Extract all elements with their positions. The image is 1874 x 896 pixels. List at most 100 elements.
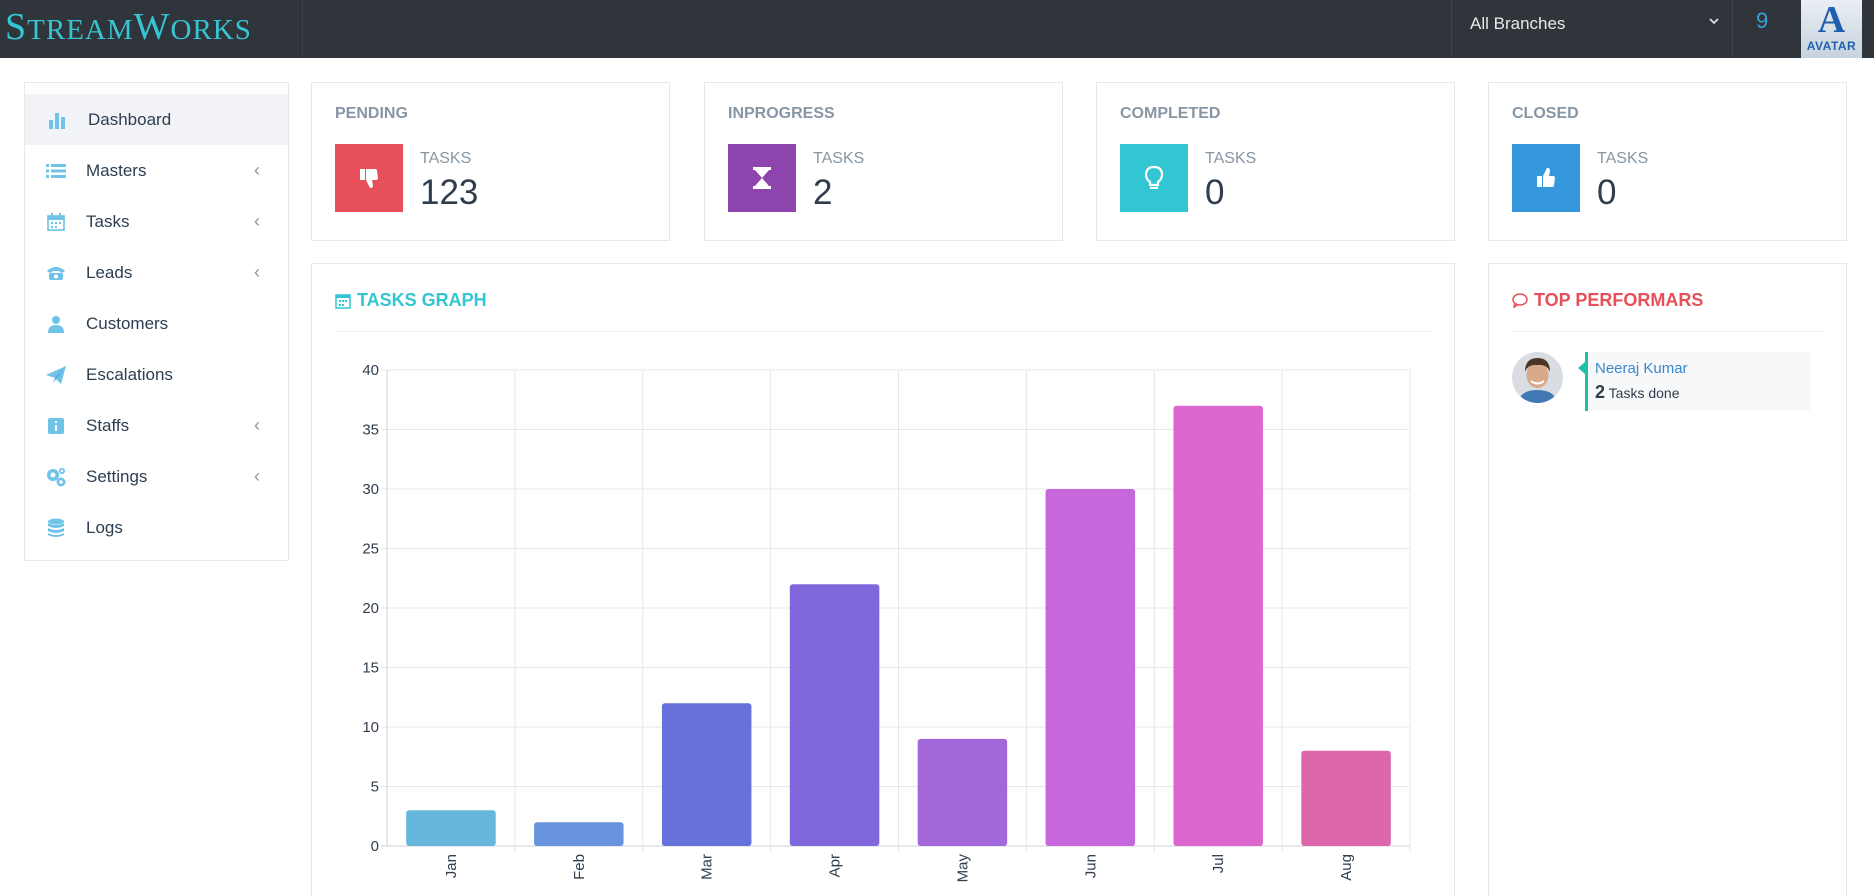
performer-name[interactable]: Neeraj Kumar	[1595, 360, 1688, 377]
x-tick-label: Feb	[571, 854, 588, 880]
sidebar-item-label: Escalations	[86, 364, 173, 384]
chevron-left-icon: ‹	[254, 160, 260, 180]
paper-plane-icon	[45, 364, 67, 386]
branch-select[interactable]: All Branches	[1451, 0, 1733, 58]
sidebar-item-dashboard[interactable]: Dashboard	[25, 94, 288, 145]
x-tick-label: Aug	[1338, 854, 1355, 881]
hourglass-icon	[728, 144, 796, 212]
gears-icon	[45, 466, 67, 488]
stat-label: TASKS	[813, 150, 865, 167]
performer-tasks: 2 Tasks done	[1595, 382, 1679, 403]
stat-value: 123	[420, 173, 479, 212]
y-tick-label: 0	[371, 838, 379, 855]
stat-card-pending: PENDING TASKS 123	[311, 82, 670, 241]
y-tick-label: 15	[362, 660, 379, 677]
x-tick-label: Apr	[827, 854, 844, 877]
stat-card-inprogress: INPROGRESS TASKS 2	[704, 82, 1063, 241]
avatar-logo-text: AVATAR	[1806, 39, 1857, 53]
calendar-icon	[335, 293, 351, 309]
chevron-down-icon	[1708, 14, 1720, 30]
stat-value: 0	[1597, 173, 1617, 212]
stat-label: TASKS	[420, 150, 472, 167]
notification-count[interactable]: 9	[1756, 8, 1769, 33]
x-tick-label: Jul	[1210, 854, 1227, 873]
sidebar-item-tasks[interactable]: Tasks ‹	[25, 196, 288, 247]
chevron-left-icon: ‹	[254, 466, 260, 486]
y-tick-label: 40	[362, 362, 379, 379]
sidebar-item-label: Masters	[86, 160, 147, 180]
stat-title: INPROGRESS	[728, 105, 835, 122]
stat-card-completed: COMPLETED TASKS 0	[1096, 82, 1455, 241]
stat-title: PENDING	[335, 105, 408, 122]
sidebar-item-label: Logs	[86, 517, 123, 537]
tasks-bar-chart: 0 5 10 15 20 25 30 35 40 Jan Feb Mar Apr May Jun Jul Aug	[362, 362, 1411, 883]
list-icon	[45, 160, 67, 182]
bar-jul	[1173, 405, 1263, 846]
top-performers-panel: TOP PERFORMARS Neeraj Kumar 2 Tasks done	[1488, 263, 1847, 896]
thumbs-up-icon	[1512, 144, 1580, 212]
sidebar-item-label: Leads	[86, 262, 133, 282]
sidebar-item-customers[interactable]: Customers	[25, 298, 288, 349]
chevron-left-icon: ‹	[254, 415, 260, 435]
x-tick-label: Jan	[443, 854, 460, 878]
performer-card: Neeraj Kumar 2 Tasks done	[1578, 352, 1810, 411]
sidebar-item-logs[interactable]: Logs	[25, 502, 288, 553]
avatar[interactable]: A AVATAR	[1801, 0, 1862, 58]
stat-label: TASKS	[1205, 150, 1257, 167]
x-tick-label: Mar	[699, 854, 716, 880]
navbar-divider	[302, 0, 303, 58]
branch-select-value: All Branches	[1470, 14, 1566, 33]
chevron-left-icon: ‹	[254, 211, 260, 231]
performer-task-suffix: Tasks done	[1608, 385, 1680, 401]
y-tick-label: 35	[362, 422, 379, 439]
user-icon	[45, 313, 67, 335]
y-tick-label: 10	[362, 719, 379, 736]
performer-avatar	[1512, 352, 1563, 403]
bar-jun	[1045, 489, 1136, 846]
avatar-logo-glyph: A	[1817, 0, 1846, 41]
lightbulb-icon	[1120, 144, 1188, 212]
y-tick-label: 5	[371, 779, 379, 796]
thumbs-down-icon	[335, 144, 403, 212]
sidebar-item-label: Customers	[86, 313, 169, 333]
performers-title: TOP PERFORMARS	[1534, 290, 1704, 310]
bar-apr	[789, 584, 880, 846]
bar-may	[917, 738, 1008, 846]
comment-icon	[1512, 293, 1528, 308]
panel-title: TASKS GRAPH	[335, 290, 487, 311]
bar-aug	[1301, 750, 1391, 846]
database-icon	[45, 517, 67, 539]
bar-feb	[534, 822, 624, 846]
bar-mar	[661, 703, 752, 846]
sidebar-item-leads[interactable]: Leads ‹	[25, 247, 288, 298]
brand-letter: S	[5, 6, 28, 48]
panel-title: TOP PERFORMARS	[1512, 290, 1703, 311]
y-tick-label: 25	[362, 541, 379, 558]
sidebar-item-settings[interactable]: Settings ‹	[25, 451, 288, 502]
stat-title: CLOSED	[1512, 105, 1579, 122]
brand-text: ORKS	[170, 14, 252, 46]
divider	[335, 331, 1433, 332]
sidebar-item-label: Tasks	[86, 211, 130, 231]
stat-card-closed: CLOSED TASKS 0	[1488, 82, 1847, 241]
stat-label: TASKS	[1597, 150, 1649, 167]
sidebar-item-escalations[interactable]: Escalations	[25, 349, 288, 400]
sidebar-item-staffs[interactable]: Staffs ‹	[25, 400, 288, 451]
id-badge-icon	[45, 415, 67, 437]
top-navbar: STREAMWORKS All Branches 9 A AVATAR	[0, 0, 1874, 58]
stat-title: COMPLETED	[1120, 105, 1221, 122]
stat-value: 0	[1205, 173, 1225, 212]
sidebar-item-masters[interactable]: Masters ‹	[25, 145, 288, 196]
y-tick-label: 20	[362, 600, 379, 617]
x-tick-label: Jun	[1082, 854, 1099, 878]
tasks-graph-panel: TASKS GRAPH 0 5 10 15 20 25 30 35 40 Jan Feb Mar Apr…	[311, 263, 1455, 896]
brand-logo[interactable]: STREAMWORKS	[5, 5, 252, 49]
brand-letter: W	[133, 6, 171, 48]
sidebar-item-label: Staffs	[86, 415, 130, 435]
performer-task-count: 2	[1595, 382, 1606, 402]
calendar-icon	[45, 211, 67, 233]
x-tick-label: May	[954, 854, 971, 883]
y-tick-label: 30	[362, 481, 379, 498]
divider	[1512, 331, 1823, 332]
sidebar-item-label: Settings	[86, 466, 148, 486]
